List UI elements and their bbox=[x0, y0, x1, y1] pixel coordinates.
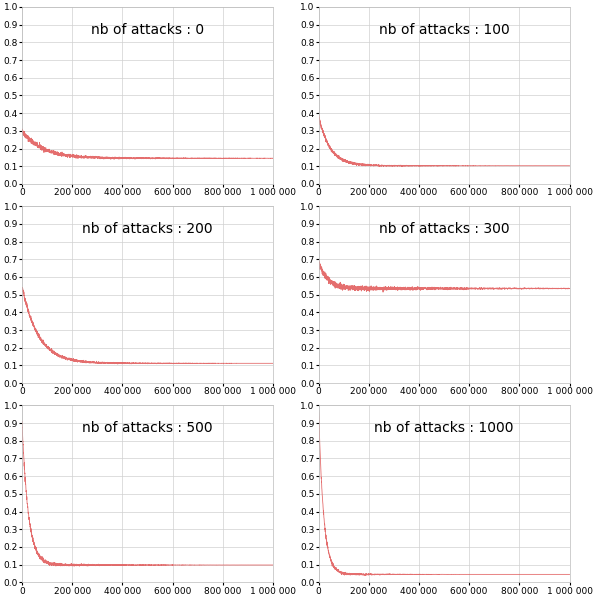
Text: nb of attacks : 1000: nb of attacks : 1000 bbox=[374, 421, 514, 435]
Text: nb of attacks : 100: nb of attacks : 100 bbox=[378, 23, 510, 37]
Text: nb of attacks : 200: nb of attacks : 200 bbox=[82, 222, 213, 236]
Text: nb of attacks : 300: nb of attacks : 300 bbox=[379, 222, 510, 236]
Text: nb of attacks : 0: nb of attacks : 0 bbox=[91, 23, 204, 37]
Text: nb of attacks : 500: nb of attacks : 500 bbox=[82, 421, 213, 435]
